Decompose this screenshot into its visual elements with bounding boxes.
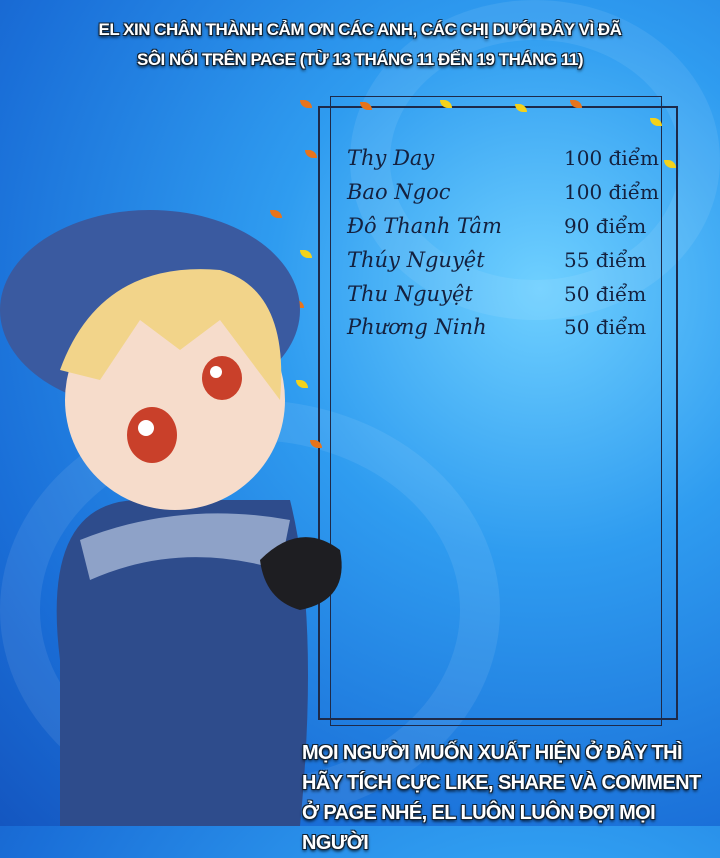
ranking-row: Phương Ninh 50 điểm (347, 315, 657, 349)
leaf-icon (296, 380, 308, 388)
member-name: Thy Day (347, 146, 435, 170)
leaf-icon (300, 250, 312, 258)
leaf-icon (360, 102, 372, 110)
leaf-icon (300, 100, 312, 108)
member-name: Đô Thanh Tâm (347, 214, 502, 238)
member-score: 90 điểm (564, 214, 647, 238)
ranking-row: Thúy Nguyệt 55 điểm (347, 248, 657, 282)
decorative-frame (318, 106, 678, 720)
ranking-row: Thy Day 100 điểm (347, 146, 659, 180)
member-score: 100 điểm (564, 146, 659, 170)
footer-call-to-action: MỌI NGƯỜI MUỐN XUẤT HIỆN Ở ĐÂY THÌ HÃY T… (302, 742, 701, 854)
leaf-icon (305, 150, 317, 158)
member-score: 100 điểm (564, 180, 659, 204)
leaf-icon (570, 100, 582, 108)
character-illustration (0, 210, 342, 826)
ranking-row: Đô Thanh Tâm 90 điểm (347, 214, 657, 248)
ranking-row: Thu Nguyệt 50 điểm (347, 282, 657, 316)
decorative-frame-inner (330, 96, 662, 726)
leaf-icon (310, 440, 322, 448)
member-name: Phương Ninh (347, 315, 487, 339)
member-name: Thúy Nguyệt (347, 248, 485, 272)
leaf-icon (664, 160, 676, 168)
member-name: Thu Nguyệt (347, 282, 473, 306)
member-score: 55 điểm (564, 248, 647, 272)
member-name: Bao Ngoc (347, 180, 451, 204)
header-line-1: EL XIN CHÂN THÀNH CẢM ƠN CÁC ANH, CÁC CH… (98, 20, 622, 39)
leaf-icon (650, 118, 662, 126)
leaf-icon (515, 104, 527, 112)
header-line-2: SÔI NỔI TRÊN PAGE (TỪ 13 THÁNG 11 ĐẾN 19… (137, 50, 584, 69)
leaf-icon (440, 100, 452, 108)
member-score: 50 điểm (564, 282, 647, 306)
leaf-icon (270, 210, 282, 218)
ranking-row: Bao Ngoc 100 điểm (347, 180, 659, 214)
member-score: 50 điểm (564, 315, 647, 339)
